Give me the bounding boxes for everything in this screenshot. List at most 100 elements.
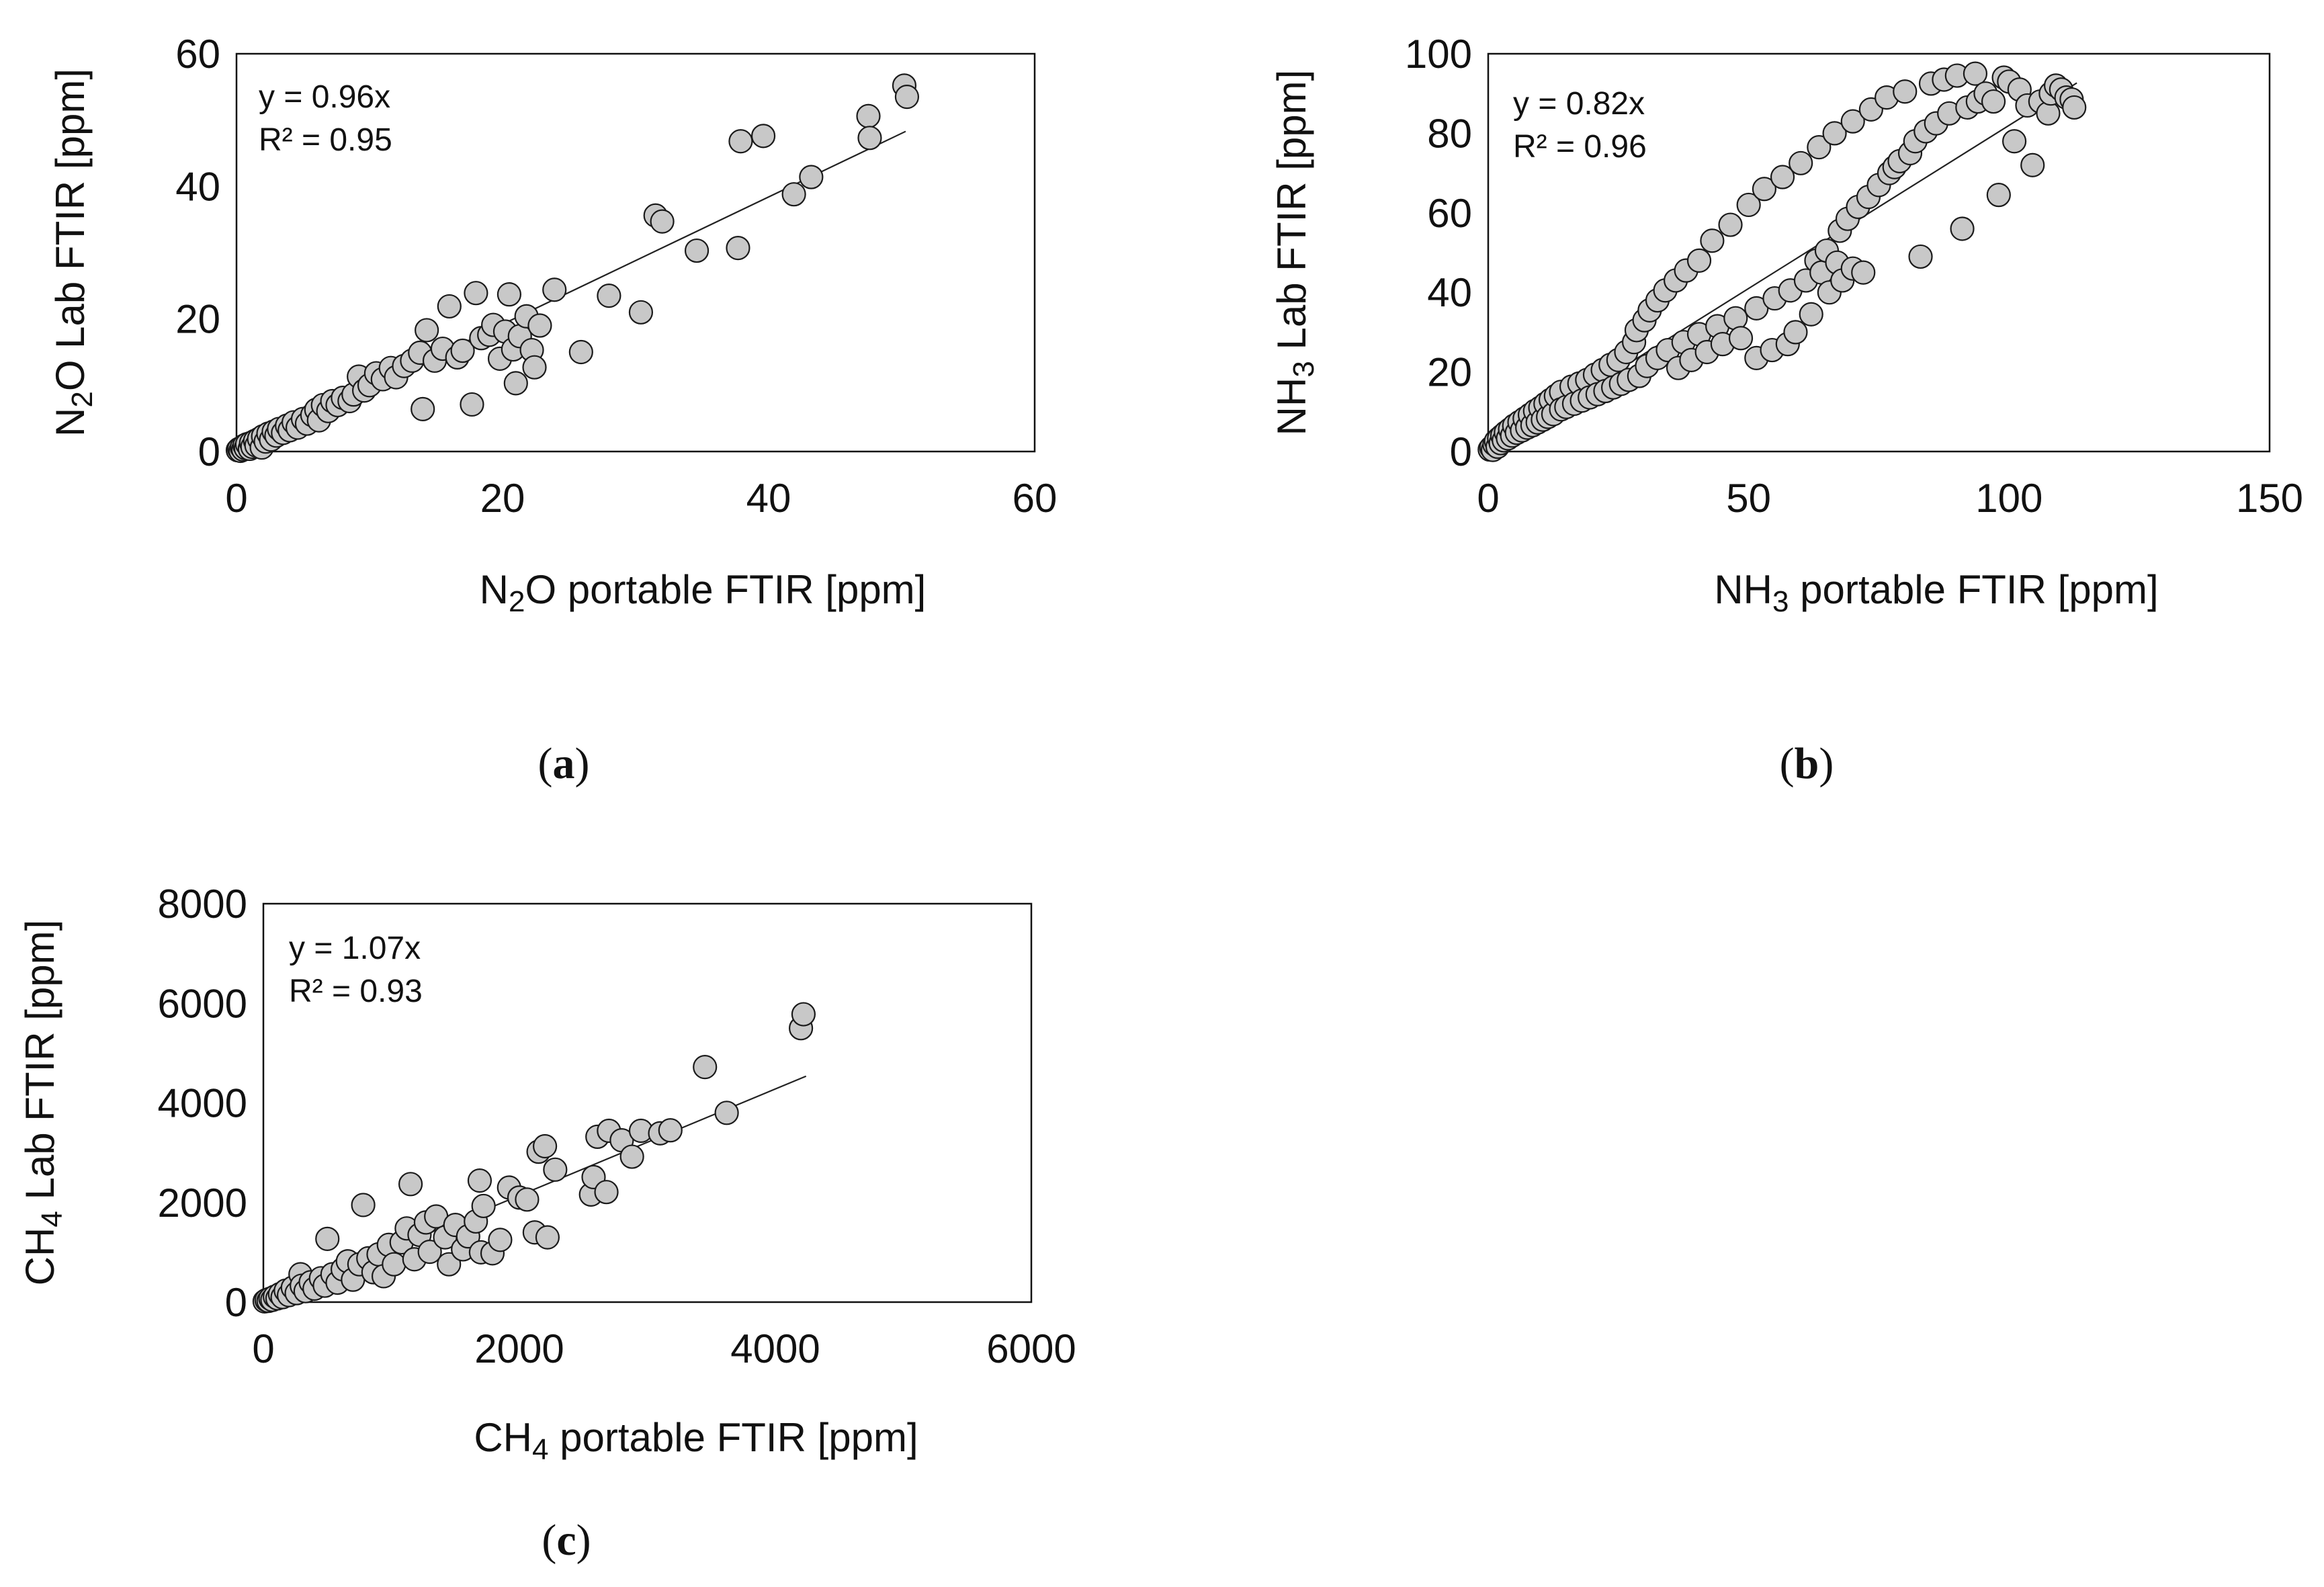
points-a — [225, 73, 920, 464]
data-point-c-71 — [693, 1055, 718, 1080]
data-point-c-40 — [417, 1240, 442, 1264]
x-tick-label-c-2: 4000 — [730, 1326, 820, 1371]
data-point-b-138 — [2062, 95, 2087, 120]
y-tick-label-c-0: 0 — [225, 1280, 247, 1325]
caption-b: (b) — [1780, 739, 1834, 788]
data-point-c-55 — [515, 1187, 540, 1212]
data-point-b-97 — [1840, 109, 1865, 134]
data-point-a-69 — [522, 355, 547, 380]
data-point-b-120 — [1963, 61, 1988, 86]
data-point-b-123 — [1981, 89, 2006, 114]
panel-b: 0 50 100 150 0 20 40 60 80 100 y = 0.82x R² = 0.… — [1269, 32, 2303, 788]
data-point-c-33 — [382, 1252, 406, 1277]
x-tick-labels-c: 0 2000 4000 6000 — [252, 1326, 1076, 1371]
x-tick-label-a-1: 20 — [480, 476, 525, 521]
plot-frame-a — [235, 52, 1036, 453]
y-tick-label-c-3: 6000 — [158, 981, 247, 1026]
r-squared-b: R² = 0.96 — [1513, 129, 1647, 165]
data-point-c-49 — [467, 1168, 492, 1193]
data-point-a-72 — [568, 339, 593, 365]
data-point-b-86 — [1799, 302, 1823, 327]
y-tick-label-b-1: 20 — [1427, 350, 1472, 395]
data-point-a-56 — [460, 392, 484, 417]
points-c — [252, 1002, 816, 1314]
data-point-a-53 — [437, 294, 462, 319]
y-axis-label-a: N2O Lab FTIR [ppm] — [48, 69, 99, 437]
data-point-a-79 — [728, 129, 753, 154]
y-tick-labels-b: 0 20 40 60 80 100 — [1405, 32, 1472, 474]
y-tick-label-b-2: 40 — [1427, 270, 1472, 315]
y-tick-label-a-1: 20 — [175, 297, 220, 342]
data-point-b-83 — [1783, 320, 1808, 345]
plot-frame-b — [1487, 52, 2271, 453]
data-point-a-65 — [503, 371, 528, 396]
x-tick-label-c-3: 6000 — [986, 1326, 1076, 1371]
data-point-a-86 — [894, 85, 920, 110]
data-point-b-127 — [2002, 129, 2027, 154]
r-squared-a: R² = 0.95 — [259, 122, 392, 158]
y-tick-label-c-4: 8000 — [158, 882, 247, 927]
data-point-c-52 — [488, 1228, 513, 1252]
data-point-a-82 — [799, 165, 824, 189]
data-point-b-80 — [1770, 165, 1795, 189]
data-point-c-64 — [594, 1180, 619, 1205]
plot-frame-c — [262, 902, 1033, 1303]
panel-c: 0 2000 4000 6000 0 2000 4000 6000 8000 y = 1.07… — [17, 882, 1076, 1565]
data-point-b-88 — [1807, 135, 1832, 160]
y-tick-labels-c: 0 2000 4000 6000 8000 — [158, 882, 247, 1325]
equation-c: y = 1.07x — [289, 931, 421, 966]
data-point-b-92 — [1822, 121, 1847, 146]
data-point-a-57 — [464, 281, 488, 306]
data-point-b-100 — [1851, 260, 1876, 285]
data-point-b-72 — [1723, 306, 1748, 331]
data-point-a-80 — [750, 124, 776, 148]
data-point-a-81 — [781, 182, 806, 207]
data-point-c-70 — [658, 1118, 683, 1143]
data-point-c-43 — [437, 1252, 462, 1277]
data-point-c-58 — [532, 1133, 558, 1159]
data-point-c-50 — [471, 1193, 496, 1219]
data-point-b-68 — [1700, 228, 1725, 253]
x-tick-label-b-0: 0 — [1477, 476, 1499, 521]
x-axis-label-b: NH3 portable FTIR [ppm] — [1714, 567, 2158, 618]
data-point-b-130 — [2020, 153, 2045, 177]
data-point-b-77 — [1752, 177, 1777, 202]
data-point-c-20 — [315, 1226, 340, 1251]
y-tick-label-b-0: 0 — [1450, 429, 1472, 474]
points-b — [1477, 61, 2087, 462]
x-tick-label-b-1: 50 — [1726, 476, 1771, 521]
x-tick-label-c-0: 0 — [252, 1326, 274, 1371]
data-point-b-66 — [1686, 248, 1712, 273]
data-point-a-78 — [726, 235, 750, 261]
caption-c: (c) — [542, 1516, 591, 1565]
data-point-c-60 — [543, 1157, 568, 1182]
data-point-a-50 — [415, 318, 439, 343]
panel-a: 0 20 40 60 0 20 40 60 y = 0.96x R² = 0.95 N2O … — [48, 32, 1057, 788]
data-point-a-74 — [628, 300, 654, 325]
data-point-c-74 — [791, 1002, 816, 1027]
data-point-b-73 — [1728, 326, 1754, 351]
data-point-a-83 — [856, 103, 881, 128]
data-point-a-84 — [857, 126, 882, 151]
data-point-c-72 — [714, 1101, 739, 1125]
data-point-c-27 — [351, 1193, 376, 1217]
y-tick-label-b-5: 100 — [1405, 32, 1472, 77]
data-point-c-36 — [398, 1172, 423, 1197]
y-tick-label-b-4: 80 — [1427, 111, 1472, 156]
data-point-b-71 — [1718, 212, 1743, 237]
y-tick-label-c-1: 2000 — [158, 1181, 247, 1226]
equation-a: y = 0.96x — [259, 79, 390, 115]
data-point-c-59 — [535, 1225, 560, 1250]
x-tick-labels-a: 0 20 40 60 — [225, 476, 1057, 521]
data-point-a-63 — [497, 282, 522, 307]
y-axis-label-b: NH3 Lab FTIR [ppm] — [1269, 70, 1320, 436]
data-point-b-132 — [2036, 101, 2061, 126]
r-squared-c: R² = 0.93 — [289, 974, 423, 1009]
y-tick-label-a-0: 0 — [198, 429, 220, 474]
data-point-a-71 — [542, 277, 567, 302]
equation-b: y = 0.82x — [1513, 86, 1645, 122]
data-point-a-76 — [650, 209, 675, 234]
data-point-b-84 — [1789, 151, 1813, 175]
x-tick-label-a-0: 0 — [225, 476, 247, 521]
